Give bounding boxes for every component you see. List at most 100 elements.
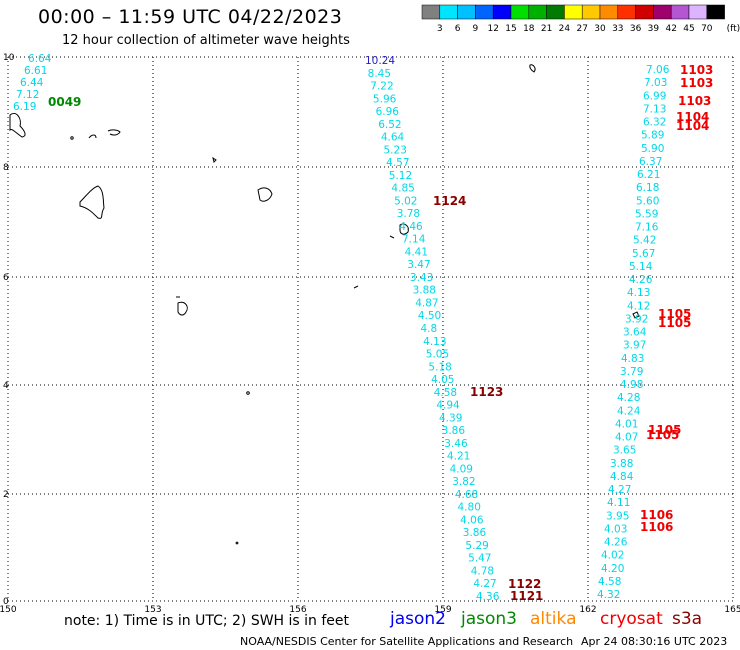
time-label: 1106 — [640, 520, 673, 534]
colorbar: 3 6 9 12 15 18 21 24 27 30 33 36 39 42 45 70 (ft) — [421, 4, 740, 34]
track1-swh-label: 4.50 — [418, 310, 441, 322]
track1-swh-label: 3.78 — [397, 208, 420, 220]
track1-swh-label: 4.58 — [434, 387, 457, 399]
timestamp-text: Apr 24 08:30:16 UTC 2023 — [581, 635, 728, 648]
colorbar-label: 9 — [473, 24, 479, 34]
track1-swh-label: 4.87 — [415, 297, 438, 309]
track1-swh-label: 5.05 — [426, 349, 449, 361]
page-title: 00:00 – 11:59 UTC 04/22/2023 — [38, 6, 343, 28]
track1-swh-label: 4.85 — [391, 183, 414, 195]
track1-swh-label: 4.64 — [381, 132, 405, 144]
track2-swh-label: 6.32 — [643, 117, 666, 129]
track2-swh-label: 4.98 — [620, 379, 643, 391]
island-outline — [79, 185, 105, 219]
track1-swh-label: 6.96 — [376, 106, 400, 118]
track1-swh-label: 4.06 — [460, 514, 484, 526]
track2-swh-label: 4.58 — [598, 576, 621, 588]
wave-height-labels: 10.248.457.225.966.966.524.645.234.575.1… — [13, 53, 713, 603]
time-label: 1104 — [676, 110, 709, 124]
track2-swh-label: 4.12 — [627, 300, 650, 312]
colorbar-label: 12 — [487, 24, 498, 34]
satellite-legend-item: cryosat — [600, 609, 663, 629]
track2-swh-label: 3.95 — [606, 510, 629, 522]
track1-swh-label: 3.86 — [463, 527, 487, 539]
track3-swh-label: 6.19 — [13, 101, 36, 113]
track1-swh-label: 3.82 — [452, 476, 475, 488]
track2-swh-label: 4.07 — [615, 432, 638, 444]
time-label: 1103 — [680, 76, 713, 90]
track2-swh-label: 7.13 — [643, 103, 666, 115]
time-label: 1123 — [470, 385, 503, 399]
track1-swh-label: 4.05 — [431, 374, 454, 386]
time-label: 1121 — [510, 589, 543, 603]
track1-swh-label: 10.24 — [365, 55, 395, 67]
track2-swh-label: 4.28 — [617, 392, 640, 404]
colorbar-label: 33 — [612, 24, 623, 34]
track3-swh-label: 6.64 — [28, 53, 52, 65]
colorbar-label: 39 — [648, 24, 660, 34]
island-outline — [9, 112, 26, 138]
track1-swh-label: 7.14 — [402, 234, 426, 246]
track2-swh-label: 3.79 — [620, 366, 643, 378]
track2-swh-label: 5.42 — [633, 235, 656, 247]
track2-swh-label: 3.64 — [623, 327, 647, 339]
track2-swh-label: 4.32 — [597, 589, 620, 601]
y-tick-label: 4 — [3, 381, 9, 391]
track2-swh-label: 4.24 — [617, 405, 641, 417]
island-outline — [529, 64, 536, 73]
track3-swh-label: 6.61 — [24, 65, 47, 77]
x-tick-label: 159 — [434, 605, 451, 615]
track1-swh-label: 5.12 — [389, 170, 412, 182]
island-outlines — [9, 64, 640, 545]
track1-swh-label: 4.13 — [423, 336, 446, 348]
island-outline — [353, 285, 359, 289]
track2-swh-label: 5.59 — [635, 208, 658, 220]
track1-swh-label: 3.88 — [413, 285, 436, 297]
track2-swh-label: 4.27 — [608, 484, 631, 496]
track1-swh-label: 4.80 — [458, 502, 481, 514]
track2-swh-label: 4.03 — [604, 523, 627, 535]
island-outline — [632, 311, 640, 319]
island-outline — [246, 391, 250, 395]
track2-swh-label: 4.84 — [610, 471, 634, 483]
track1-swh-label: 3.86 — [442, 425, 466, 437]
time-label: 1124 — [433, 194, 466, 208]
track1-swh-label: 3.47 — [407, 259, 430, 271]
x-tick-label: 153 — [144, 605, 161, 615]
colorbar-unit: (ft) — [727, 24, 740, 34]
time-label: 1105 — [658, 307, 691, 321]
track2-swh-label: 3.65 — [613, 445, 636, 457]
track1-swh-label: 5.96 — [373, 93, 397, 105]
track1-swh-label: 3.46 — [444, 438, 468, 450]
y-tick-label: 10 — [3, 53, 15, 63]
track2-swh-label: 6.21 — [637, 169, 660, 181]
track2-swh-label: 5.60 — [636, 195, 659, 207]
track1-swh-label: 5.18 — [428, 361, 451, 373]
colorbar-label: 42 — [665, 24, 676, 34]
track1-swh-label: 4.27 — [473, 578, 496, 590]
track2-swh-label: 5.14 — [629, 261, 653, 273]
track1-swh-label: 4.41 — [405, 246, 428, 258]
track2-swh-label: 7.06 — [646, 64, 670, 76]
track3-swh-label: 6.44 — [20, 77, 44, 89]
colorbar-label: 36 — [630, 24, 642, 34]
satellite-legend-item: jason2 — [390, 609, 446, 629]
lat-lon-grid: 150 153 156 159 162 165 10 8 6 4 2 0 — [0, 53, 740, 615]
track2-swh-label: 7.16 — [635, 222, 659, 234]
satellite-legend-item: s3a — [672, 609, 703, 629]
track2-swh-label: 6.18 — [636, 182, 659, 194]
time-label: 1103 — [678, 94, 711, 108]
x-tick-label: 162 — [579, 605, 596, 615]
track2-swh-label: 4.01 — [615, 418, 638, 430]
track1-swh-label: 5.47 — [468, 553, 491, 565]
track3-swh-label: 7.12 — [16, 89, 39, 101]
x-tick-label: 150 — [0, 605, 17, 615]
track1-swh-label: 5.02 — [394, 195, 417, 207]
track1-swh-label: 4.57 — [386, 157, 409, 169]
page-subtitle: 12 hour collection of altimeter wave hei… — [62, 33, 350, 48]
track1-swh-label: 4.21 — [447, 451, 470, 463]
track1-swh-label: 8.45 — [368, 68, 391, 80]
footer-note: note: 1) Time is in UTC; 2) SWH is in fe… — [64, 613, 350, 629]
colorbar-label: 27 — [576, 24, 587, 34]
y-tick-label: 2 — [3, 490, 9, 500]
